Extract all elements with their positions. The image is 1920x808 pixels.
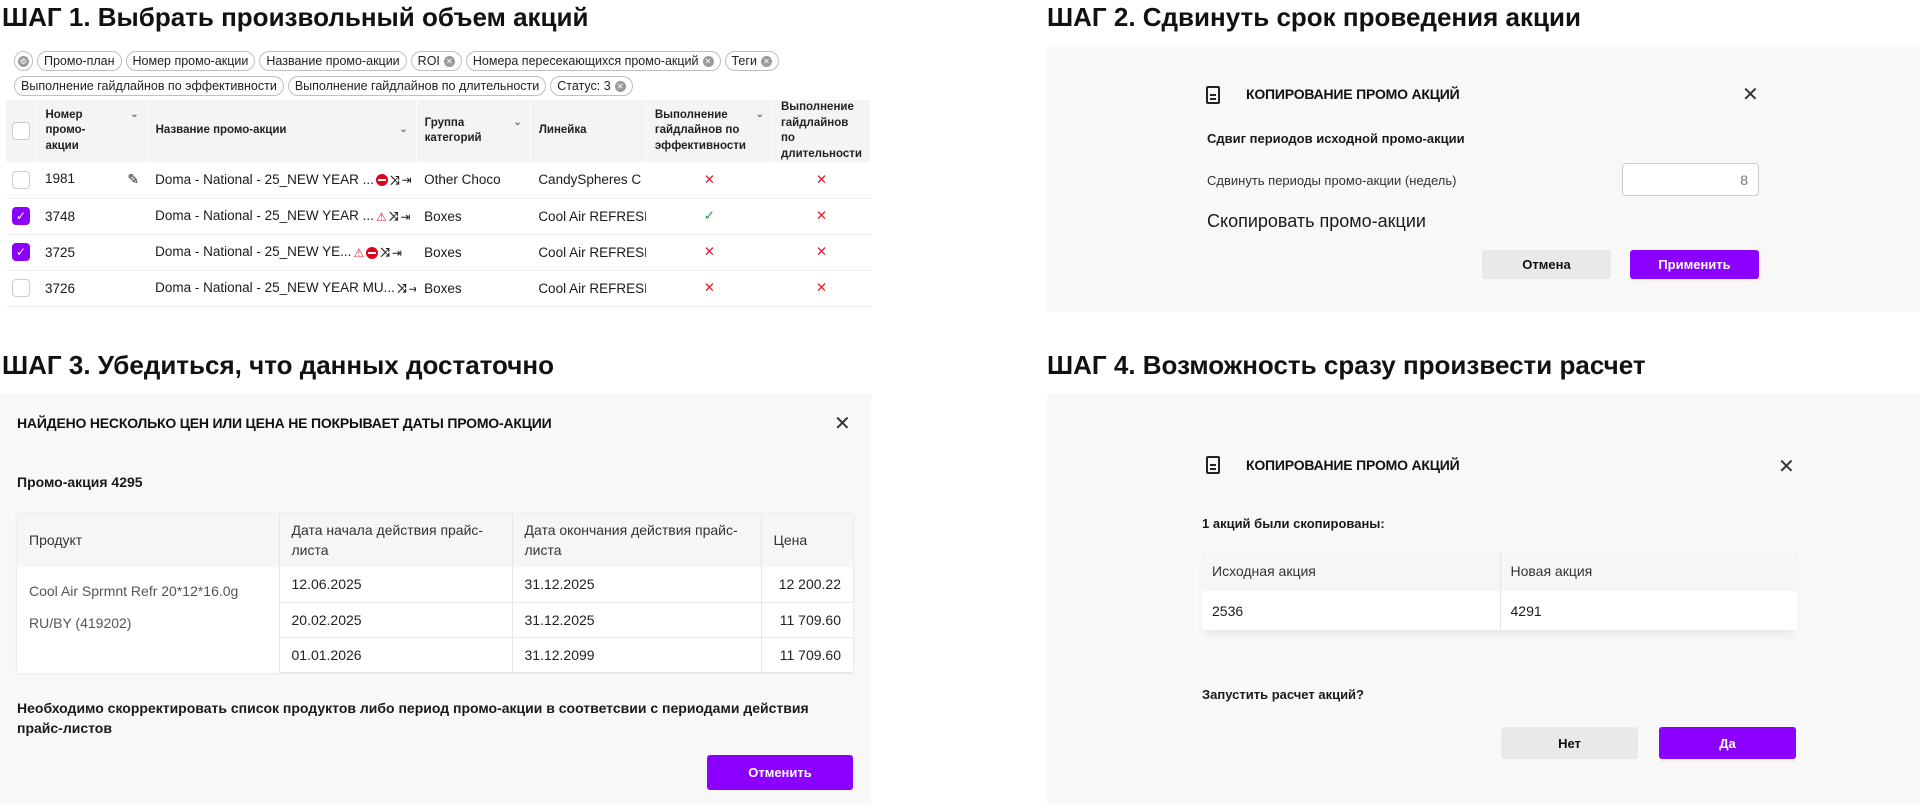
promo-label: Промо-акция 4295 bbox=[17, 474, 143, 490]
cross-icon: ✕ bbox=[646, 270, 773, 307]
copied-count: 1 акций были скопированы: bbox=[1202, 516, 1385, 531]
exit-icon[interactable]: ⇥ bbox=[391, 245, 402, 260]
row-checkbox[interactable] bbox=[12, 170, 30, 189]
step3-title: ШАГ 3. Убедиться, что данных достаточно bbox=[2, 350, 554, 380]
filter-chip[interactable]: Выполнение гайдлайнов по длительности bbox=[287, 76, 547, 96]
cancel-button[interactable]: Отмена bbox=[1482, 250, 1611, 279]
document-icon bbox=[1206, 456, 1220, 474]
col-number[interactable]: ⌄ Номер промо-акции bbox=[36, 100, 148, 163]
col-eff[interactable]: ⌄ Выполнение гайдлайнов по эффективности bbox=[646, 100, 773, 163]
col-new: Новая акция bbox=[1500, 551, 1797, 591]
col-group[interactable]: ⌄ Группа категорий bbox=[416, 100, 531, 163]
shuffle-icon[interactable]: ⤨ bbox=[389, 172, 400, 187]
exit-icon[interactable]: ⇥ bbox=[409, 282, 417, 296]
warning-icon: ⚠ bbox=[375, 209, 387, 224]
cross-icon: ✕ bbox=[772, 270, 871, 307]
promo-name[interactable]: Doma - National - 25_NEW YEAR ... bbox=[155, 171, 374, 187]
chevron-down-icon: ⌄ bbox=[399, 124, 408, 136]
table-row[interactable]: ✓ 3748 Doma - National - 25_NEW YEAR ...… bbox=[6, 198, 871, 235]
price-table: Продукт Дата начала действия прайс-листа… bbox=[17, 514, 853, 673]
table-row: Cool Air Sprmnt Refr 20*12*16.0g RU/BY (… bbox=[17, 567, 853, 672]
filter-chip[interactable]: Номер промо-акции bbox=[125, 51, 256, 71]
settings-icon: ⚙ bbox=[18, 55, 29, 67]
promo-name[interactable]: Doma - National - 25_NEW YEAR ... bbox=[155, 208, 374, 224]
section-title: Сдвиг периодов исходной промо-акции bbox=[1207, 131, 1465, 146]
add-filter-button[interactable]: ⚙ bbox=[14, 51, 33, 71]
apply-button[interactable]: Применить bbox=[1630, 250, 1759, 279]
select-all-checkbox[interactable] bbox=[12, 122, 30, 141]
step1-title: ШАГ 1. Выбрать произвольный объем акций bbox=[2, 2, 589, 32]
promo-table: ⌄ Номер промо-акции ⌄ Название промо-акции… bbox=[6, 100, 872, 307]
copy-promo-label: Скопировать промо-акции bbox=[1207, 211, 1426, 231]
shuffle-icon[interactable]: ⤨ bbox=[388, 209, 399, 224]
shuffle-icon[interactable]: ⤨ bbox=[380, 245, 390, 260]
filter-chip[interactable]: Промо-план bbox=[37, 51, 122, 71]
remove-chip-icon[interactable]: ✕ bbox=[702, 55, 714, 67]
stop-icon bbox=[375, 174, 388, 187]
close-icon[interactable]: ✕ bbox=[834, 413, 851, 435]
col-name[interactable]: ⌄ Название промо-акции bbox=[147, 100, 417, 163]
cross-icon: ✕ bbox=[646, 234, 773, 271]
filter-chip[interactable]: Выполнение гайдлайнов по эффективности bbox=[14, 76, 284, 96]
remove-chip-icon[interactable]: ✕ bbox=[443, 55, 455, 67]
filter-chips-row1: ⚙ Промо-план Номер промо-акции Название пр… bbox=[14, 51, 779, 71]
step4-title: ШАГ 4. Возможность сразу произвести расч… bbox=[1047, 350, 1646, 380]
exit-icon[interactable]: ⇥ bbox=[400, 209, 411, 224]
cross-icon: ✕ bbox=[772, 234, 871, 271]
remove-chip-icon[interactable]: ✕ bbox=[760, 55, 772, 67]
correction-note: Необходимо скорректировать список продук… bbox=[17, 700, 809, 737]
shuffle-icon[interactable]: ⤨ bbox=[396, 281, 407, 296]
chevron-down-icon: ⌄ bbox=[755, 108, 764, 120]
table-row: 2536 4291 bbox=[1202, 591, 1797, 630]
stop-icon bbox=[366, 246, 379, 259]
col-line[interactable]: Линейка bbox=[530, 100, 647, 163]
filter-chip[interactable]: Название промо-акции bbox=[259, 51, 407, 71]
shift-label: Сдвинуть периоды промо-акции (недель) bbox=[1207, 173, 1457, 188]
document-icon bbox=[1206, 86, 1220, 104]
run-calc-question: Запустить расчет акций? bbox=[1202, 687, 1364, 702]
col-end: Дата окончания действия прайс-листа bbox=[512, 514, 762, 567]
table-row[interactable]: 3726 Doma - National - 25_NEW YEAR MU...… bbox=[6, 270, 871, 307]
remove-chip-icon[interactable]: ✕ bbox=[614, 80, 626, 92]
filter-chips-row2: Выполнение гайдлайнов по эффективности Вы… bbox=[14, 76, 633, 96]
cross-icon: ✕ bbox=[772, 162, 871, 199]
close-icon[interactable]: ✕ bbox=[1778, 456, 1795, 478]
table-row: 20.02.2025 31.12.2025 11 709.60 bbox=[17, 602, 853, 638]
chevron-down-icon: ⌄ bbox=[130, 108, 139, 120]
close-icon[interactable]: ✕ bbox=[1742, 84, 1759, 106]
step2-title: ШАГ 2. Сдвинуть срок проведения акции bbox=[1047, 2, 1581, 32]
table-row: 01.01.2026 31.12.2099 11 709.60 bbox=[17, 637, 853, 673]
promo-name[interactable]: Doma - National - 25_NEW YEAR MU... bbox=[155, 280, 395, 296]
filter-chip[interactable]: Номера пересекающихся промо-акций ✕ bbox=[465, 51, 721, 71]
table-row[interactable]: ✎ 1981 Doma - National - 25_NEW YEAR ... ⤨… bbox=[6, 162, 871, 199]
col-start: Дата начала действия прайс-листа bbox=[279, 514, 513, 567]
cross-icon: ✕ bbox=[646, 162, 773, 199]
row-checkbox[interactable]: ✓ bbox=[12, 243, 30, 262]
edit-icon[interactable]: ✎ bbox=[127, 171, 140, 188]
shift-weeks-input[interactable] bbox=[1622, 163, 1759, 196]
filter-chip[interactable]: Теги ✕ bbox=[724, 51, 779, 71]
col-price: Цена bbox=[761, 514, 853, 567]
cancel-button[interactable]: Отменить bbox=[707, 755, 853, 790]
col-dur[interactable]: Выполнение гайдлайнов по длительности bbox=[772, 100, 872, 163]
filter-chip[interactable]: ROI ✕ bbox=[410, 51, 462, 71]
row-checkbox[interactable] bbox=[12, 279, 30, 298]
table-row[interactable]: ✓ 3725 Doma - National - 25_NEW YE... ⚠ ⤨ ⇥… bbox=[6, 234, 871, 271]
col-source: Исходная акция bbox=[1202, 551, 1501, 591]
exit-icon[interactable]: ⇥ bbox=[401, 173, 412, 188]
yes-button[interactable]: Да bbox=[1659, 727, 1796, 759]
modal-title: КОПИРОВАНИЕ ПРОМО АКЦИЙ bbox=[1246, 86, 1460, 102]
modal-title: КОПИРОВАНИЕ ПРОМО АКЦИЙ bbox=[1246, 457, 1460, 473]
cross-icon: ✕ bbox=[772, 198, 871, 235]
check-icon: ✓ bbox=[646, 198, 773, 235]
row-checkbox[interactable]: ✓ bbox=[12, 207, 30, 226]
promo-name[interactable]: Doma - National - 25_NEW YE... bbox=[155, 244, 352, 260]
warning-icon: ⚠ bbox=[353, 245, 365, 260]
col-product: Продукт bbox=[17, 514, 280, 567]
modal-title: НАЙДЕНО НЕСКОЛЬКО ЦЕН ИЛИ ЦЕНА НЕ ПОКРЫВ… bbox=[17, 415, 552, 431]
filter-chip[interactable]: Статус: 3 ✕ bbox=[550, 76, 633, 96]
chevron-down-icon: ⌄ bbox=[513, 116, 522, 128]
no-button[interactable]: Нет bbox=[1501, 727, 1638, 759]
copy-result-table: Исходная акция Новая акция 2536 4291 bbox=[1202, 551, 1797, 630]
